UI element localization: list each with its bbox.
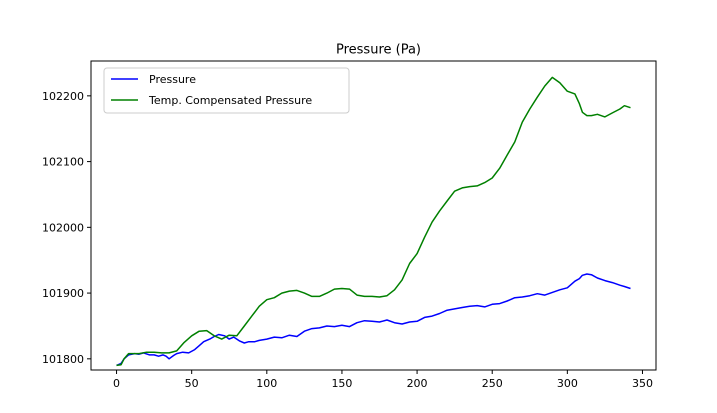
y-tick-label: 102200 — [42, 90, 84, 103]
series-line-pressure — [116, 273, 631, 367]
x-tick-label: 350 — [632, 377, 653, 390]
series-layer — [116, 76, 631, 367]
series-line-temp-compensated-pressure — [116, 76, 631, 367]
chart-title: Pressure (Pa) — [336, 43, 421, 58]
y-tick-label: 101900 — [42, 287, 84, 300]
x-tick-label: 150 — [331, 377, 352, 390]
y-axis: 101800 101900 102000 102100 102200 — [42, 90, 91, 366]
legend-box — [103, 67, 350, 114]
y-tick-label: 102100 — [42, 156, 84, 169]
x-tick-label: 200 — [407, 377, 428, 390]
x-tick-label: 250 — [482, 377, 503, 390]
y-tick-label: 101800 — [42, 353, 84, 366]
x-tick-label: 100 — [256, 377, 277, 390]
x-axis: 0 50 100 150 200 250 300 350 — [113, 370, 653, 390]
legend-label-pressure: Pressure — [149, 73, 196, 86]
plot-frame — [90, 60, 657, 371]
legend: Pressure Temp. Compensated Pressure — [103, 67, 350, 114]
y-tick-label: 102000 — [42, 221, 84, 234]
x-tick-label: 300 — [557, 377, 578, 390]
legend-label-temp-compensated-pressure: Temp. Compensated Pressure — [148, 94, 312, 107]
x-tick-label: 50 — [185, 377, 199, 390]
x-tick-label: 0 — [113, 377, 120, 390]
